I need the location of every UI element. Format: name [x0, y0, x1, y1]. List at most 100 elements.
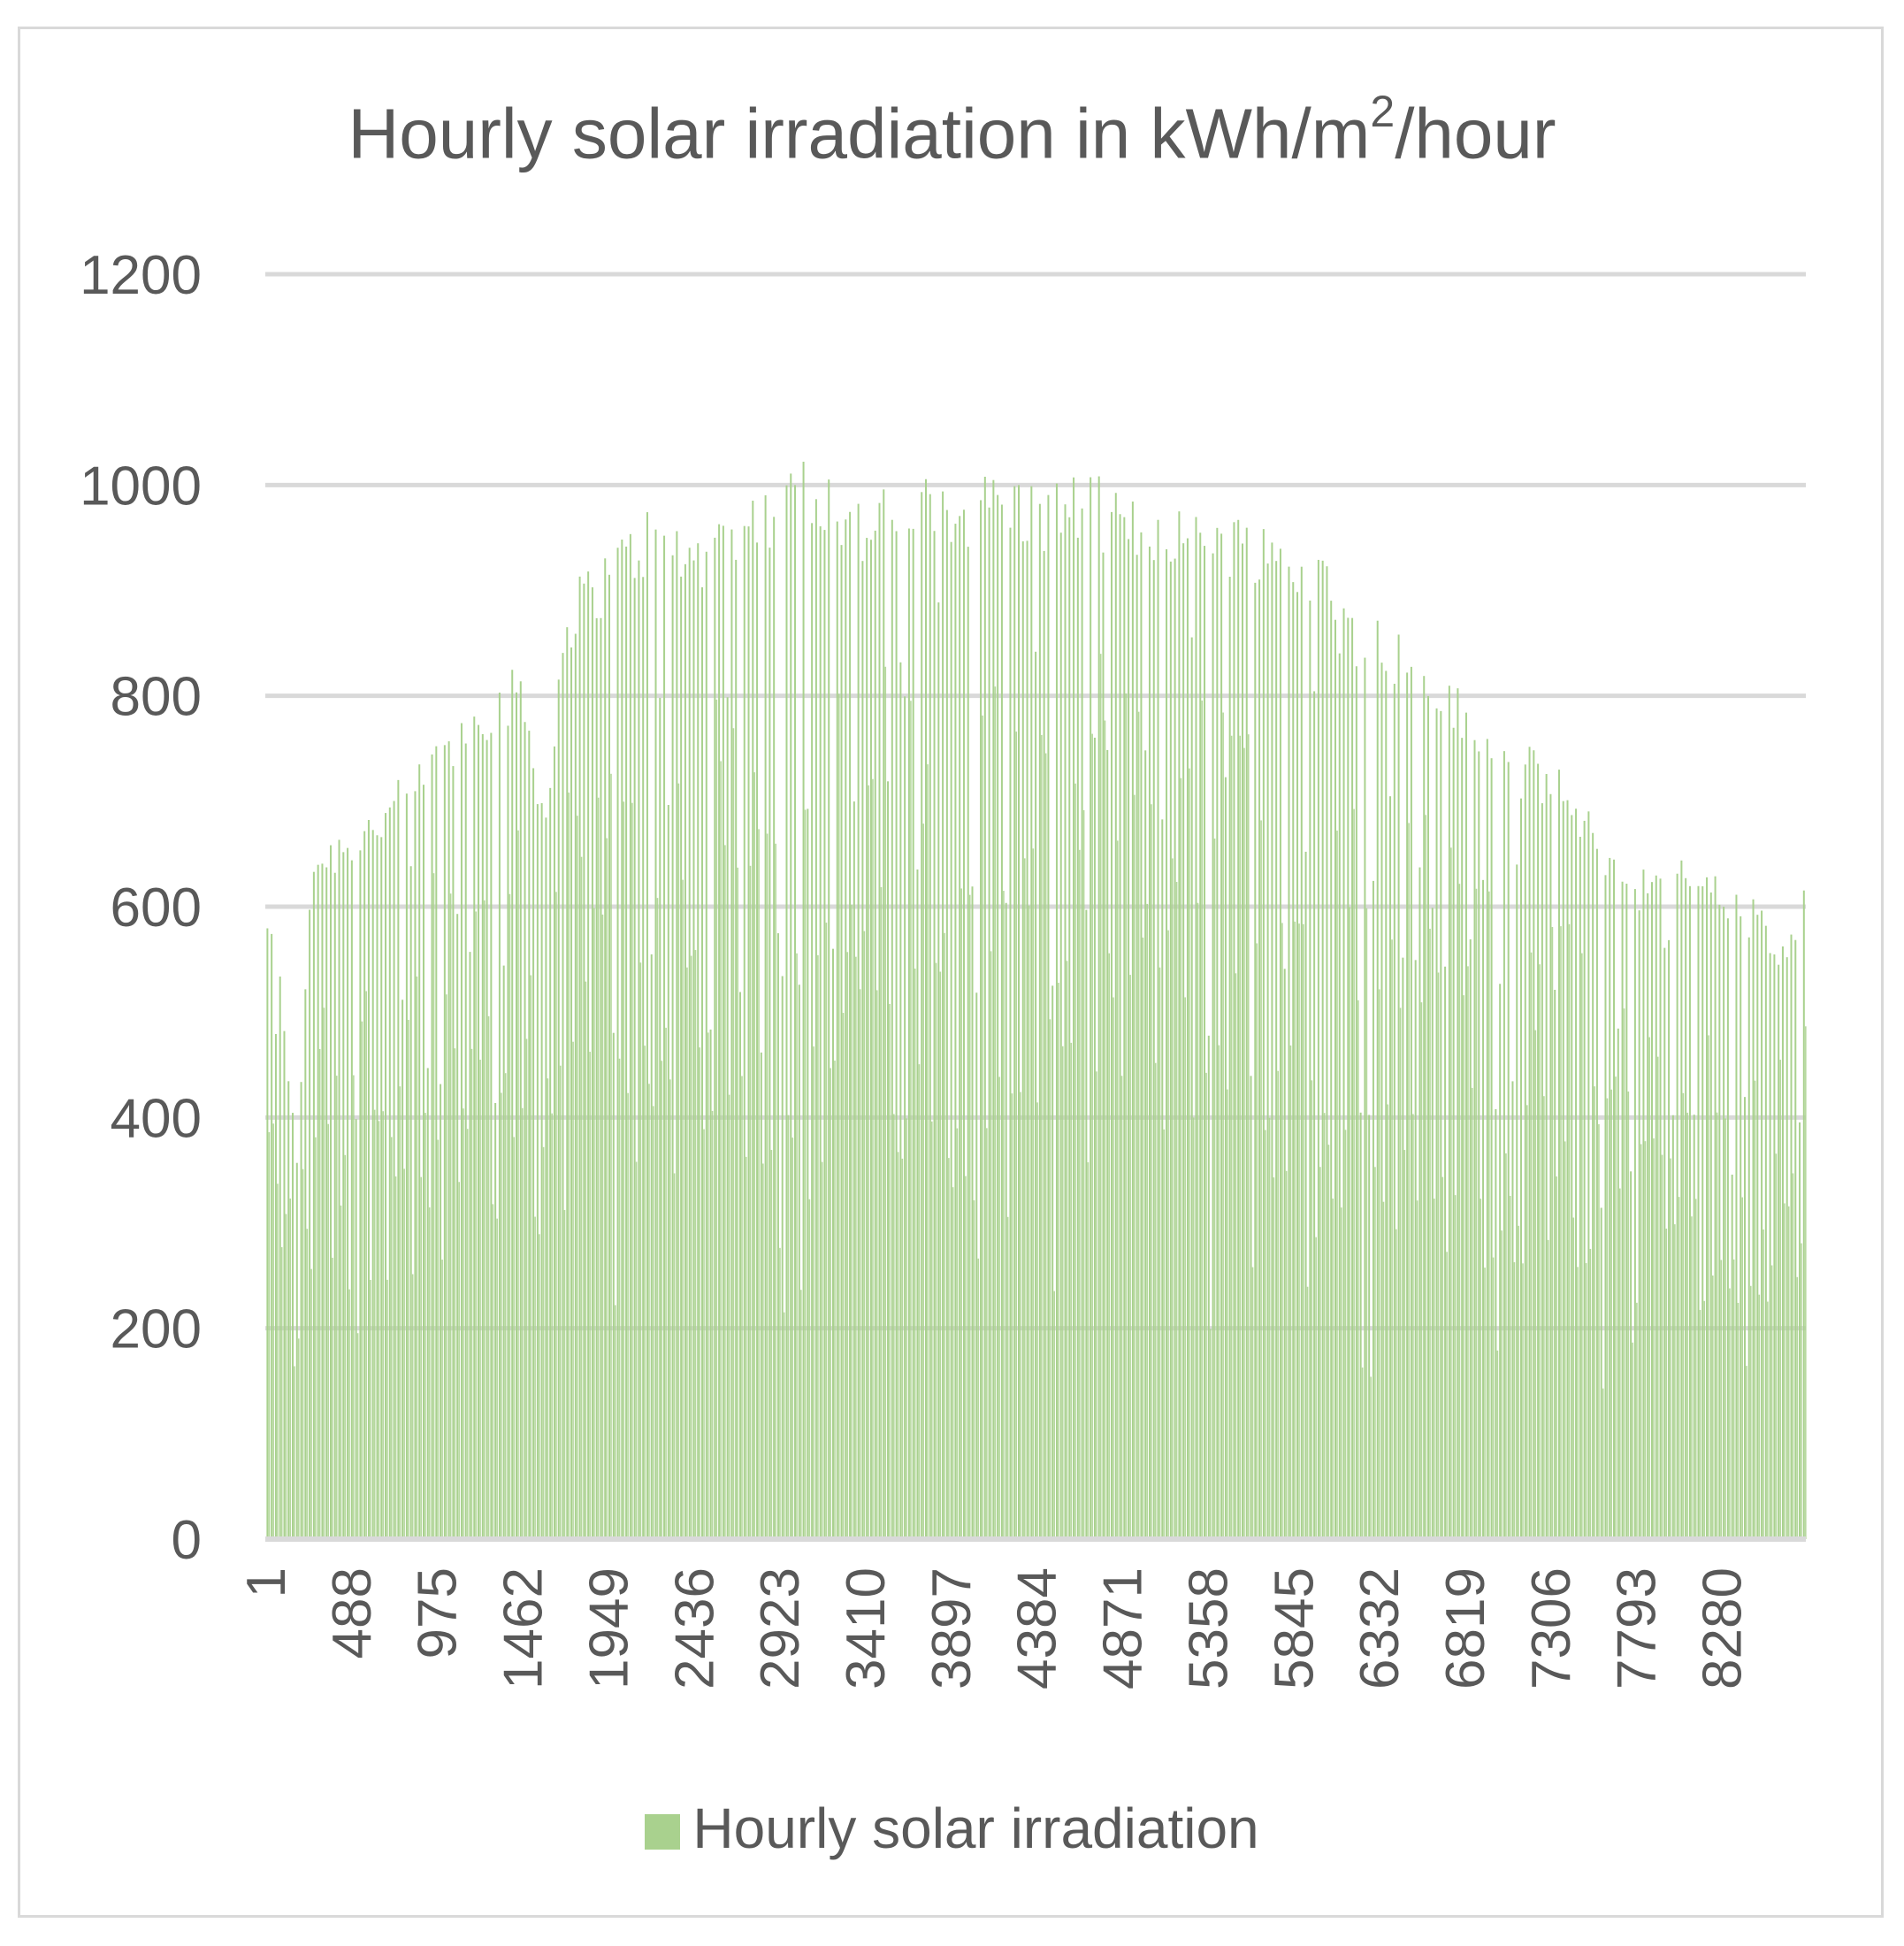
bar-day-324: [1630, 1171, 1633, 1539]
bar-day-130: [811, 523, 814, 1540]
bar-hour-166: [965, 1176, 967, 1539]
bar-hour-314: [1589, 1248, 1592, 1539]
bar-hour-328: [1648, 1037, 1651, 1539]
bar-day-111: [730, 529, 733, 1539]
bar-day-205: [1128, 539, 1130, 1539]
bar-hour-245: [1298, 923, 1300, 1539]
bar-day-25: [367, 819, 370, 1539]
bar-hour-294: [1505, 1153, 1507, 1539]
bar-hour-100: [686, 967, 688, 1539]
bar-hour-356: [1767, 1301, 1769, 1539]
bar-day-284: [1461, 738, 1464, 1539]
bar-hour-14: [323, 1007, 325, 1539]
bar-day-272: [1410, 666, 1412, 1539]
bar-day-157: [924, 479, 927, 1539]
bar-hour-162: [948, 1158, 950, 1539]
bar-hour-277: [1433, 1199, 1435, 1539]
bar-hour-161: [944, 932, 945, 1539]
bar-hour-133: [825, 923, 828, 1539]
bar-day-204: [1123, 517, 1126, 1540]
bar-hour-50: [475, 911, 478, 1539]
bar-hour-165: [960, 888, 962, 1539]
bar-hour-311: [1577, 1267, 1579, 1539]
bar-hour-225: [1213, 839, 1216, 1539]
bar-day-26: [371, 830, 374, 1539]
bar-day-200: [1106, 749, 1109, 1539]
bar-day-99: [680, 576, 683, 1539]
bar-day-85: [621, 540, 623, 1540]
bar-hour-154: [914, 968, 916, 1539]
bar-hour-179: [1020, 1092, 1021, 1539]
bar-hour-94: [661, 1061, 663, 1539]
bar-day-317: [1600, 1207, 1602, 1539]
bar-day-262: [1368, 1115, 1371, 1539]
bar-hour-321: [1618, 1188, 1621, 1539]
bar-hour-114: [745, 1156, 747, 1539]
bar-day-242: [1283, 969, 1286, 1539]
bar-hour-91: [648, 1084, 650, 1539]
bar-hour-338: [1691, 1216, 1693, 1539]
bar-hour-138: [846, 952, 849, 1539]
bar-day-198: [1097, 476, 1100, 1539]
bar-day-327: [1642, 870, 1645, 1539]
bar-hour-329: [1653, 1138, 1655, 1539]
bar-hour-252: [1327, 1145, 1330, 1539]
bar-hour-144: [872, 778, 874, 1539]
bar-hour-72: [568, 793, 570, 1539]
bar-day-21: [350, 860, 353, 1539]
bar-hour-269: [1399, 1007, 1402, 1539]
bar-hour-62: [525, 1038, 528, 1539]
bar-hour-257: [1349, 907, 1351, 1539]
bar-day-318: [1604, 875, 1607, 1539]
bar-hour-47: [463, 1108, 464, 1539]
bar-hour-272: [1412, 1114, 1414, 1539]
bar-day-73: [570, 647, 573, 1539]
bar-day-196: [1090, 477, 1092, 1540]
bar-hour-310: [1572, 1217, 1575, 1539]
bar-day-100: [684, 563, 686, 1540]
legend-label: Hourly solar irradiation: [692, 1797, 1259, 1860]
bar-hour-34: [408, 1019, 409, 1539]
x-tick-label-4871: 4871: [1093, 1567, 1154, 1689]
bar-hour-343: [1712, 1276, 1714, 1539]
bar-day-37: [418, 764, 421, 1539]
bar-hour-44: [449, 893, 452, 1539]
bar-day-90: [642, 577, 645, 1539]
bars-group: [266, 461, 1807, 1540]
bar-day-171: [983, 476, 986, 1539]
bar-day-261: [1364, 657, 1366, 1539]
bar-day-39: [426, 1068, 429, 1539]
bar-hour-35: [411, 1274, 414, 1539]
bar-hour-63: [530, 975, 532, 1539]
bar-day-173: [992, 479, 995, 1539]
bar-hour-185: [1044, 753, 1047, 1539]
bar-day-260: [1359, 1112, 1362, 1539]
y-tick-label-1000: 1000: [80, 456, 202, 517]
bar-day-288: [1478, 751, 1480, 1539]
bar-day-80: [600, 617, 602, 1540]
bar-hour-32: [399, 1086, 401, 1539]
bar-day-158: [929, 494, 931, 1539]
bar-day-58: [507, 725, 509, 1539]
bar-hour-353: [1754, 1080, 1756, 1539]
x-tick-label-5358: 5358: [1178, 1567, 1239, 1689]
bar-day-263: [1372, 880, 1374, 1539]
bar-hour-227: [1222, 712, 1224, 1539]
bar-day-190: [1064, 504, 1067, 1539]
bar-hour-51: [479, 1060, 481, 1539]
x-tick-label-7793: 7793: [1607, 1567, 1668, 1689]
bar-hour-46: [458, 1182, 460, 1539]
bar-day-291: [1490, 758, 1493, 1539]
bar-day-298: [1520, 798, 1523, 1539]
bar-day-293: [1499, 984, 1502, 1539]
bar-day-255: [1338, 653, 1341, 1539]
bar-day-346: [1723, 907, 1725, 1539]
bar-hour-102: [694, 950, 697, 1539]
bar-day-5: [283, 1030, 286, 1539]
bar-day-45: [452, 766, 455, 1539]
bar-hour-239: [1273, 1177, 1275, 1539]
bar-hour-88: [635, 1161, 638, 1539]
bar-day-274: [1418, 867, 1421, 1539]
bar-day-197: [1093, 737, 1096, 1539]
x-tick-label-4384: 4384: [1007, 1567, 1068, 1689]
